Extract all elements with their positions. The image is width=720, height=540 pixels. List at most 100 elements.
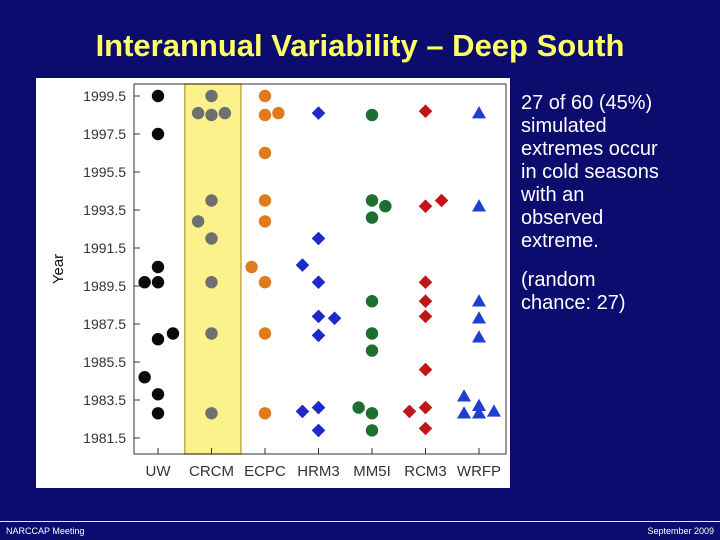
rcm3-point (418, 362, 433, 377)
x-tick-label-crcm: CRCM (189, 463, 234, 480)
mm5i-point (365, 211, 379, 224)
hrm3-point (311, 275, 326, 289)
uw-point (166, 327, 180, 340)
wrfp-point (472, 330, 486, 343)
wrfp-point (472, 294, 486, 307)
mm5i-point (352, 401, 365, 414)
crcm-point (205, 232, 218, 245)
y-tick-label: 1993.5 (83, 202, 126, 218)
y-tick-label: 1997.5 (83, 126, 126, 142)
mm5i-point (365, 194, 379, 207)
ecpc-point (258, 327, 272, 340)
uw-point (151, 407, 165, 420)
result-note: 27 of 60 (45%) simulated extremes occur in … (521, 92, 711, 315)
y-tick-label: 1987.5 (83, 316, 126, 332)
wrfp-point (457, 406, 472, 419)
footer-divider (0, 521, 720, 522)
note-line: observed (521, 207, 604, 229)
hrm3-point (311, 309, 326, 324)
mm5i-point (365, 407, 379, 420)
x-tick-label-hrm3: HRM3 (297, 463, 340, 480)
highlight-band (184, 83, 242, 455)
crcm-point (205, 89, 218, 103)
crcm-point (218, 106, 232, 120)
hrm3-point (311, 231, 326, 246)
y-tick-label: 1985.5 (83, 354, 126, 370)
rcm3-point (434, 193, 449, 208)
ecpc-point (258, 215, 272, 228)
hrm3-point (311, 400, 326, 415)
y-tick-label: 1983.5 (83, 392, 126, 408)
rcm3-point (402, 404, 417, 419)
x-tick-label-mm5i: MM5I (353, 463, 391, 480)
mm5i-point (379, 200, 392, 213)
y-tick-label: 1995.5 (83, 164, 126, 180)
hrm3-point (295, 404, 310, 419)
rcm3-point (418, 275, 433, 289)
uw-point (138, 276, 151, 289)
hrm3-point (327, 311, 342, 326)
x-tick-label-rcm3: RCM3 (404, 463, 447, 480)
mm5i-point (365, 344, 379, 357)
ecpc-point (258, 89, 272, 103)
scatter-chart: 1999.5 1997.5 1995.5 1993.5 1991.5 1989.5 1987… (50, 83, 507, 480)
wrfp-point (472, 398, 486, 411)
wrfp-point (472, 311, 486, 324)
crcm-point (205, 276, 218, 289)
chart-panel: 1999.5 1997.5 1995.5 1993.5 1991.5 1989.5 1987… (36, 78, 510, 488)
x-tick-label-ecpc: ECPC (244, 463, 286, 480)
hrm3-point (311, 106, 326, 120)
wrfp-point (472, 106, 486, 119)
wrfp-point (486, 404, 501, 417)
plot-frame (133, 83, 507, 455)
uw-point (151, 89, 165, 103)
ecpc-point (245, 260, 258, 274)
hrm3-point (311, 423, 326, 438)
note-line: extreme. (521, 230, 599, 252)
ecpc-point (258, 108, 272, 122)
rcm3-point (418, 421, 433, 436)
ecpc-point (272, 106, 285, 120)
crcm-point (205, 327, 218, 340)
note-line: with an (521, 184, 585, 206)
y-axis-label: Year (50, 254, 67, 284)
y-tick-label: 1989.5 (83, 278, 126, 294)
uw-point (151, 276, 165, 289)
wrfp-point (472, 199, 486, 212)
note-line: simulated (521, 115, 607, 137)
crcm-point (191, 106, 205, 120)
rcm3-point (418, 199, 433, 213)
ecpc-point (258, 407, 272, 420)
hrm3-point (295, 258, 310, 272)
hrm3-point (311, 328, 326, 343)
rcm3-point (418, 309, 433, 324)
rcm3-point (418, 400, 433, 415)
y-tick-label: 1999.5 (83, 88, 126, 104)
note-line: extremes occur (521, 138, 658, 160)
chance-text: (random chance: 27) (521, 269, 711, 315)
wrfp-point (472, 406, 486, 419)
rcm3-point (418, 294, 433, 308)
crcm-point (205, 407, 218, 420)
uw-point (151, 127, 165, 141)
uw-point (151, 388, 165, 401)
footer-date-label: September 2009 (647, 526, 714, 536)
uw-point (138, 371, 151, 384)
y-tick-label: 1981.5 (83, 430, 126, 446)
ecpc-point (258, 194, 272, 207)
x-tick-label-uw: UW (146, 463, 172, 480)
ecpc-point (258, 146, 272, 160)
uw-point (151, 333, 165, 346)
crcm-point (205, 194, 218, 207)
ecpc-point (258, 276, 272, 289)
uw-point (151, 260, 165, 274)
slide-title: Interannual Variability – Deep South (95, 28, 625, 63)
mm5i-point (365, 108, 379, 122)
mm5i-point (365, 424, 379, 437)
crcm-point (191, 215, 205, 228)
y-tick-label: 1991.5 (83, 240, 126, 256)
wrfp-point (457, 389, 472, 402)
x-tick-label-wrfp: WRFP (457, 463, 501, 480)
note-line: 27 of 60 (45%) (521, 92, 653, 114)
footer-meeting-label: NARCCAP Meeting (6, 526, 85, 536)
